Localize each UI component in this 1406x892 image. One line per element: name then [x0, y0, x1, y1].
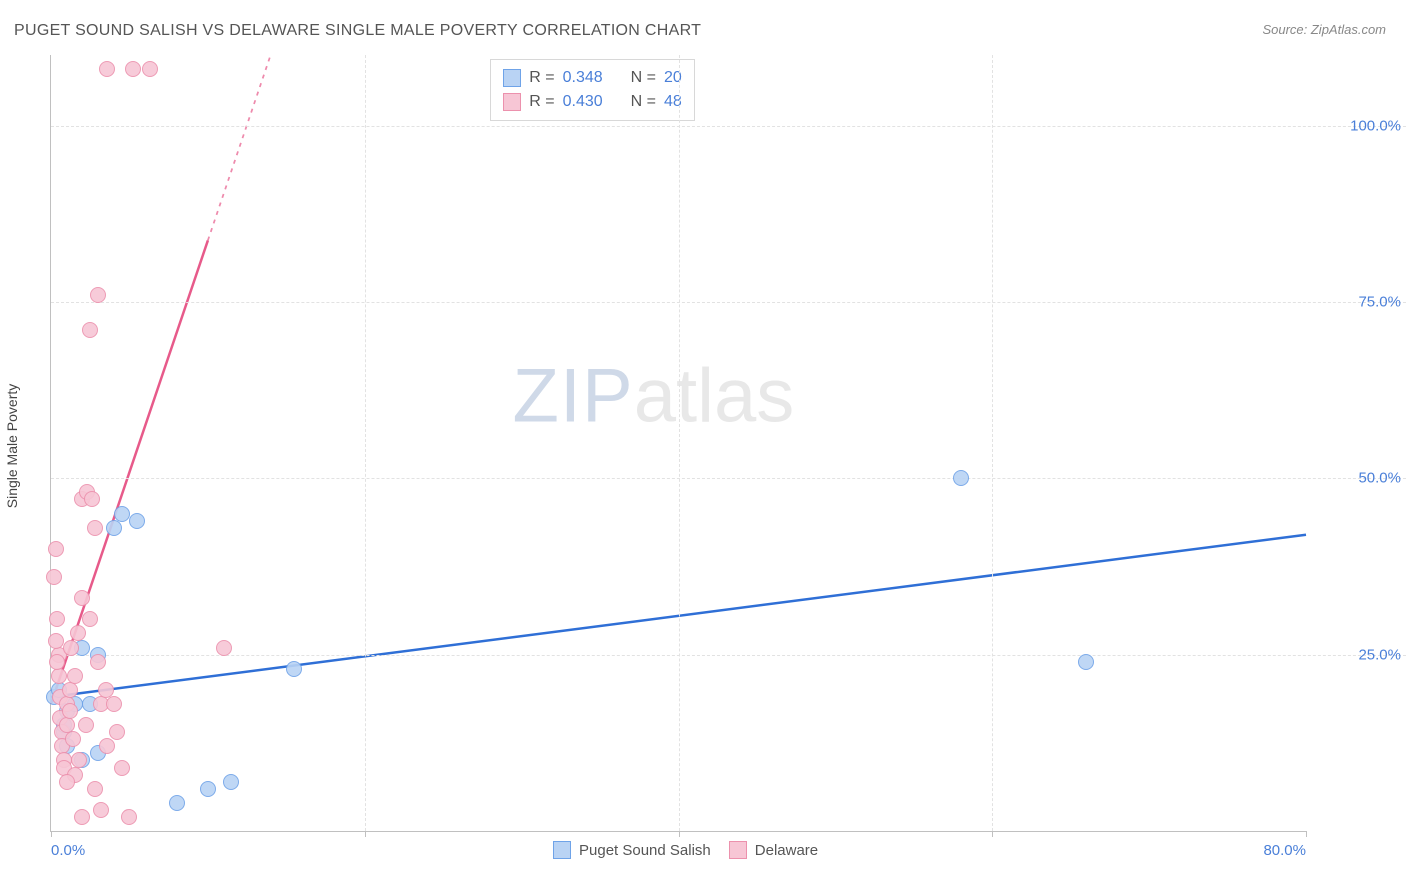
legend-item-puget: Puget Sound Salish [553, 841, 711, 859]
scatter-point-delaware [48, 633, 64, 649]
scatter-point-delaware [84, 491, 100, 507]
stats-row-delaware: R = 0.430N = 48 [503, 90, 682, 114]
x-tick [1306, 831, 1307, 837]
scatter-point-puget [286, 661, 302, 677]
y-tick-label: 100.0% [1350, 117, 1401, 134]
n-label: N = [631, 90, 656, 114]
scatter-point-delaware [49, 654, 65, 670]
scatter-point-delaware [87, 781, 103, 797]
watermark-atlas: atlas [634, 354, 795, 439]
gridline-h [51, 302, 1406, 303]
scatter-point-delaware [48, 541, 64, 557]
scatter-point-puget [129, 513, 145, 529]
scatter-point-delaware [67, 668, 83, 684]
scatter-point-delaware [65, 731, 81, 747]
scatter-point-delaware [93, 802, 109, 818]
scatter-point-delaware [63, 640, 79, 656]
gridline-v [679, 55, 680, 831]
legend-label: Puget Sound Salish [579, 842, 711, 859]
scatter-point-delaware [142, 61, 158, 77]
scatter-point-puget [1078, 654, 1094, 670]
scatter-point-delaware [51, 668, 67, 684]
scatter-point-delaware [87, 520, 103, 536]
x-tick [51, 831, 52, 837]
swatch-icon [553, 841, 571, 859]
r-value: 0.348 [563, 66, 603, 90]
scatter-point-puget [169, 795, 185, 811]
gridline-h [51, 126, 1406, 127]
r-value: 0.430 [563, 90, 603, 114]
gridline-v [365, 55, 366, 831]
swatch-icon [729, 841, 747, 859]
scatter-point-delaware [99, 61, 115, 77]
scatter-point-delaware [74, 590, 90, 606]
watermark: ZIPatlas [513, 353, 795, 440]
scatter-point-delaware [59, 774, 75, 790]
chart-title: PUGET SOUND SALISH VS DELAWARE SINGLE MA… [14, 22, 701, 40]
scatter-point-delaware [121, 809, 137, 825]
scatter-point-delaware [46, 569, 62, 585]
legend-item-delaware: Delaware [729, 841, 818, 859]
stats-row-puget: R = 0.348N = 20 [503, 66, 682, 90]
series-legend: Puget Sound Salish Delaware [553, 841, 818, 859]
x-tick [992, 831, 993, 837]
scatter-point-puget [114, 506, 130, 522]
scatter-point-delaware [62, 703, 78, 719]
stats-legend: R = 0.348N = 20R = 0.430N = 48 [490, 59, 695, 121]
legend-label: Delaware [755, 842, 818, 859]
scatter-point-delaware [90, 287, 106, 303]
y-tick-label: 25.0% [1358, 646, 1401, 663]
scatter-point-puget [106, 520, 122, 536]
n-label: N = [631, 66, 656, 90]
x-tick-label: 80.0% [1263, 842, 1306, 859]
scatter-point-puget [200, 781, 216, 797]
y-axis-label: Single Male Poverty [4, 384, 20, 509]
scatter-point-puget [953, 470, 969, 486]
scatter-point-delaware [125, 61, 141, 77]
gridline-v [992, 55, 993, 831]
scatter-point-delaware [62, 682, 78, 698]
scatter-point-delaware [74, 809, 90, 825]
gridline-h [51, 655, 1406, 656]
chart-container: PUGET SOUND SALISH VS DELAWARE SINGLE MA… [0, 0, 1406, 892]
scatter-point-puget [223, 774, 239, 790]
r-label: R = [529, 90, 554, 114]
y-tick-label: 50.0% [1358, 470, 1401, 487]
scatter-point-delaware [90, 654, 106, 670]
scatter-point-delaware [82, 611, 98, 627]
scatter-point-delaware [78, 717, 94, 733]
swatch-icon [503, 93, 521, 111]
scatter-point-delaware [216, 640, 232, 656]
r-label: R = [529, 66, 554, 90]
y-tick-label: 75.0% [1358, 293, 1401, 310]
x-tick [679, 831, 680, 837]
scatter-point-delaware [99, 738, 115, 754]
source-label: Source: ZipAtlas.com [1262, 22, 1386, 37]
scatter-point-delaware [49, 611, 65, 627]
plot-area: ZIPatlas R = 0.348N = 20R = 0.430N = 48 … [50, 55, 1306, 832]
watermark-zip: ZIP [513, 354, 634, 439]
swatch-icon [503, 69, 521, 87]
x-tick-label: 0.0% [51, 842, 85, 859]
scatter-point-delaware [106, 696, 122, 712]
scatter-point-delaware [114, 760, 130, 776]
scatter-point-delaware [109, 724, 125, 740]
scatter-point-delaware [70, 625, 86, 641]
scatter-point-delaware [82, 322, 98, 338]
gridline-h [51, 478, 1406, 479]
x-tick [365, 831, 366, 837]
